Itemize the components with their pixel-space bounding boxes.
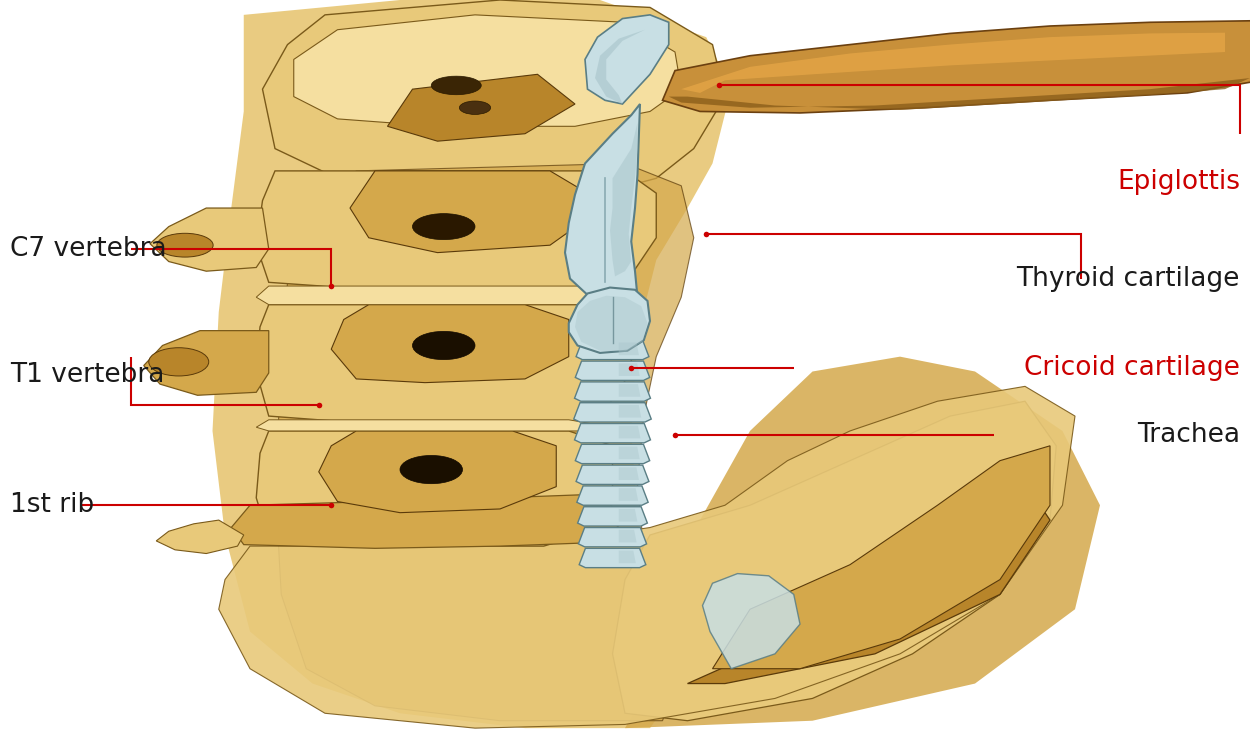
Polygon shape <box>574 403 651 422</box>
Polygon shape <box>595 30 645 104</box>
Polygon shape <box>275 163 694 721</box>
Polygon shape <box>256 420 612 431</box>
Polygon shape <box>575 382 650 401</box>
Polygon shape <box>619 530 636 542</box>
Polygon shape <box>619 509 638 522</box>
Polygon shape <box>579 548 646 568</box>
Polygon shape <box>612 401 1056 721</box>
Polygon shape <box>576 486 649 505</box>
Polygon shape <box>256 171 656 290</box>
Polygon shape <box>565 104 640 301</box>
Polygon shape <box>703 574 800 669</box>
Polygon shape <box>262 0 725 193</box>
Polygon shape <box>575 444 650 464</box>
Polygon shape <box>388 74 575 141</box>
Text: 1st rib: 1st rib <box>10 493 94 518</box>
Polygon shape <box>256 431 612 546</box>
Ellipse shape <box>431 77 481 95</box>
Polygon shape <box>569 288 650 353</box>
Text: Epiglottis: Epiglottis <box>1118 169 1240 195</box>
Polygon shape <box>575 424 650 443</box>
Polygon shape <box>610 123 638 276</box>
Polygon shape <box>619 426 640 438</box>
Ellipse shape <box>158 233 212 257</box>
Polygon shape <box>576 340 649 360</box>
Polygon shape <box>575 296 648 351</box>
Polygon shape <box>294 15 681 126</box>
Text: Trachea: Trachea <box>1138 422 1240 447</box>
Polygon shape <box>619 405 641 418</box>
Polygon shape <box>144 331 269 395</box>
Polygon shape <box>625 357 1100 728</box>
Polygon shape <box>619 343 639 355</box>
Polygon shape <box>712 446 1050 669</box>
Polygon shape <box>619 488 639 501</box>
Text: Thyroid cartilage: Thyroid cartilage <box>1016 266 1240 291</box>
Polygon shape <box>688 483 1050 684</box>
Polygon shape <box>579 528 646 547</box>
Polygon shape <box>578 507 648 526</box>
Text: Cricoid cartilage: Cricoid cartilage <box>1024 355 1240 380</box>
Polygon shape <box>619 467 639 480</box>
Text: T1 vertebra: T1 vertebra <box>10 363 165 388</box>
Polygon shape <box>575 361 650 380</box>
Text: C7 vertebra: C7 vertebra <box>10 236 166 262</box>
Ellipse shape <box>412 214 475 239</box>
Polygon shape <box>156 520 244 554</box>
Polygon shape <box>219 386 1075 728</box>
Polygon shape <box>319 431 556 513</box>
Polygon shape <box>150 208 269 271</box>
Polygon shape <box>350 171 588 253</box>
Polygon shape <box>619 551 636 563</box>
Polygon shape <box>619 384 640 397</box>
Polygon shape <box>256 305 631 424</box>
Polygon shape <box>619 363 640 376</box>
Polygon shape <box>681 33 1225 93</box>
Polygon shape <box>331 305 569 383</box>
Ellipse shape <box>460 101 490 114</box>
Polygon shape <box>213 0 731 728</box>
Ellipse shape <box>412 331 475 360</box>
Polygon shape <box>585 15 669 104</box>
Polygon shape <box>619 447 640 459</box>
Polygon shape <box>662 21 1250 113</box>
Ellipse shape <box>400 455 462 484</box>
Ellipse shape <box>149 348 209 376</box>
Polygon shape <box>231 494 625 548</box>
Polygon shape <box>256 286 631 305</box>
Polygon shape <box>576 465 649 484</box>
Polygon shape <box>669 78 1250 110</box>
